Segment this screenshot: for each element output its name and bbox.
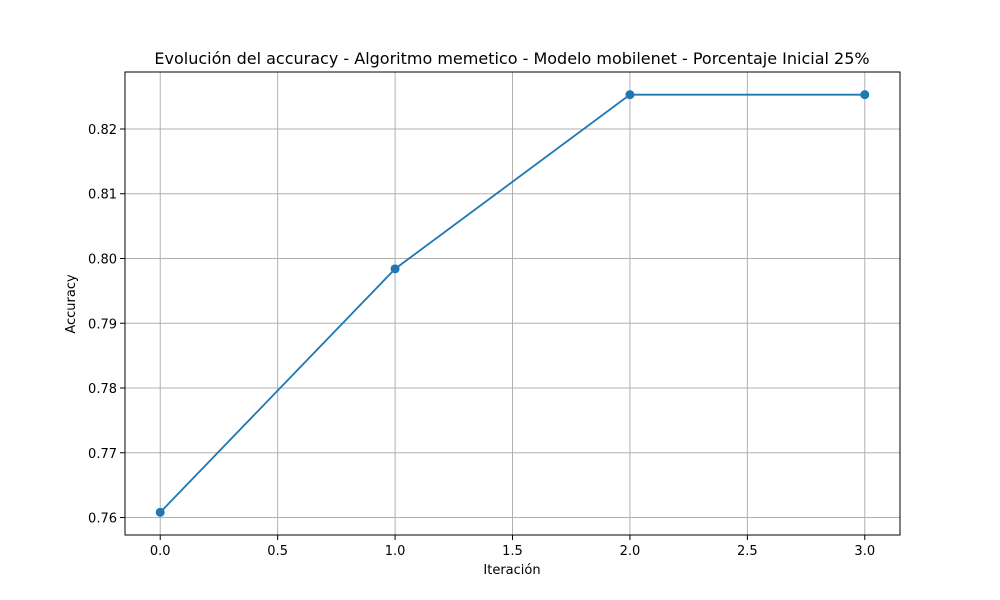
y-axis-ticks: 0.76 0.77 0.78 0.79 0.80 0.81 0.82 [88, 123, 125, 527]
y-tick-label: 0.80 [88, 252, 117, 267]
x-tick-label: 2.5 [737, 544, 758, 559]
data-point [155, 507, 165, 517]
x-tick-label: 2.0 [620, 544, 641, 559]
series-group [155, 90, 870, 517]
x-axis-label: Iteración [483, 563, 540, 578]
data-point [390, 264, 400, 274]
y-tick-label: 0.77 [88, 447, 117, 462]
y-tick-label: 0.76 [88, 512, 117, 527]
x-axis-ticks: 0.0 0.5 1.0 1.5 2.0 2.5 3.0 [150, 535, 875, 559]
grid [125, 72, 900, 535]
y-tick-label: 0.79 [88, 317, 117, 332]
chart-title: Evolución del accuracy - Algoritmo memet… [154, 49, 869, 68]
data-point [860, 90, 870, 100]
data-point [625, 90, 635, 100]
series-line [159, 93, 865, 513]
y-tick-label: 0.82 [88, 123, 117, 138]
x-tick-label: 1.0 [385, 544, 406, 559]
y-tick-label: 0.81 [88, 188, 117, 203]
x-tick-label: 1.5 [502, 544, 523, 559]
x-tick-label: 3.0 [854, 544, 875, 559]
y-tick-label: 0.78 [88, 382, 117, 397]
x-tick-label: 0.0 [150, 544, 171, 559]
x-tick-label: 0.5 [267, 544, 288, 559]
y-axis-label: Accuracy [64, 274, 79, 334]
